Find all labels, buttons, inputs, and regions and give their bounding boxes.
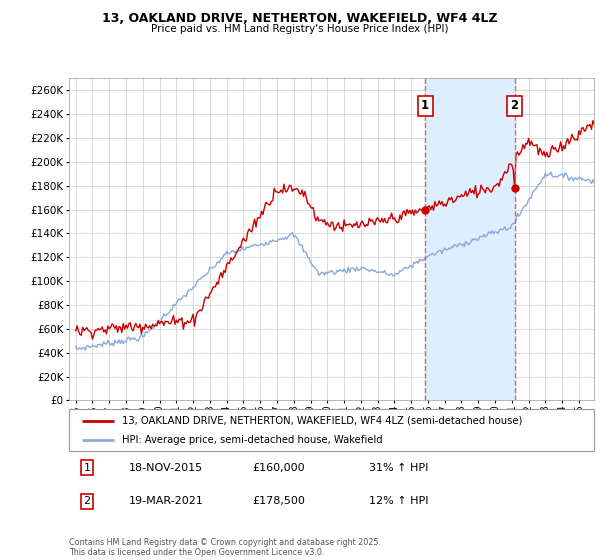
- FancyBboxPatch shape: [69, 409, 594, 451]
- Text: 2: 2: [511, 99, 518, 113]
- Text: £160,000: £160,000: [252, 463, 305, 473]
- Text: Contains HM Land Registry data © Crown copyright and database right 2025.
This d: Contains HM Land Registry data © Crown c…: [69, 538, 381, 557]
- Text: 13, OAKLAND DRIVE, NETHERTON, WAKEFIELD, WF4 4LZ (semi-detached house): 13, OAKLAND DRIVE, NETHERTON, WAKEFIELD,…: [121, 416, 522, 426]
- Bar: [425, 78, 515, 400]
- Text: 13, OAKLAND DRIVE, NETHERTON, WAKEFIELD, WF4 4LZ: 13, OAKLAND DRIVE, NETHERTON, WAKEFIELD,…: [102, 12, 498, 25]
- Text: 2: 2: [83, 496, 91, 506]
- Text: HPI: Average price, semi-detached house, Wakefield: HPI: Average price, semi-detached house,…: [121, 435, 382, 445]
- Text: £178,500: £178,500: [252, 496, 305, 506]
- Text: 1: 1: [83, 463, 91, 473]
- Text: Price paid vs. HM Land Registry's House Price Index (HPI): Price paid vs. HM Land Registry's House …: [151, 24, 449, 34]
- Text: 18-NOV-2015: 18-NOV-2015: [129, 463, 203, 473]
- Text: 19-MAR-2021: 19-MAR-2021: [129, 496, 204, 506]
- Text: 1: 1: [421, 99, 429, 113]
- Text: 12% ↑ HPI: 12% ↑ HPI: [369, 496, 428, 506]
- Text: 31% ↑ HPI: 31% ↑ HPI: [369, 463, 428, 473]
